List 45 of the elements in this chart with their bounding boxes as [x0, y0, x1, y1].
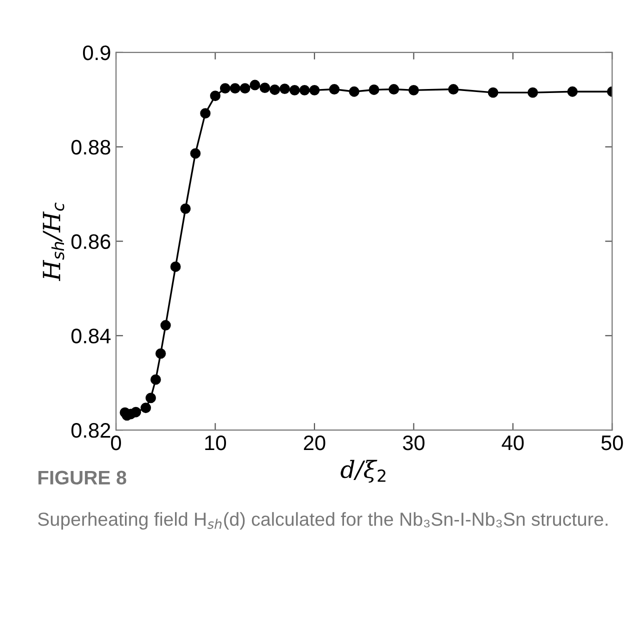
text: Superheating field H$_{sh}$(d) calculated for the Nb₃Sn-I-Nb₃Sn structure. [38, 512, 608, 530]
point [220, 83, 230, 94]
point [150, 374, 161, 385]
point [170, 262, 181, 272]
point [190, 148, 201, 159]
x-tick-label: 0 [111, 435, 121, 450]
point [368, 84, 380, 95]
point [155, 348, 166, 359]
point [488, 87, 498, 98]
point [408, 84, 419, 96]
x-tick-label: 50 [601, 435, 623, 450]
point [140, 402, 151, 414]
point [210, 90, 220, 102]
point [567, 86, 578, 97]
x-tick-label: 10 [205, 435, 226, 450]
point [240, 83, 250, 94]
point [260, 82, 270, 94]
point [180, 203, 191, 214]
y-axis-title: H$_{sh}$/H$_{c}$ [42, 202, 64, 282]
point [388, 84, 400, 94]
y-tick-label: 0.84 [71, 328, 111, 344]
y-tick-label: 0.88 [71, 140, 110, 155]
point [160, 320, 171, 330]
point [289, 84, 300, 96]
x-tick-label: 40 [502, 435, 524, 450]
x-tick-label: 30 [402, 435, 424, 450]
point [230, 83, 240, 94]
y-tick-label: 0.82 [71, 423, 110, 438]
point [348, 86, 360, 97]
point [528, 87, 538, 98]
point [250, 80, 260, 90]
x-tick-label: 20 [304, 435, 326, 450]
point [130, 406, 142, 418]
point [280, 84, 290, 94]
point [309, 84, 320, 96]
point [448, 84, 459, 94]
point [146, 392, 156, 404]
y-tick-label: 0.9 [83, 45, 110, 60]
point [329, 84, 340, 94]
x-axis-title: d/ξ$_{2}$ [340, 460, 386, 483]
point [270, 84, 280, 95]
y-tick-label: 0.86 [71, 234, 110, 249]
point [200, 108, 211, 119]
point [299, 84, 310, 96]
caption: FIGURE 8 [38, 470, 126, 485]
